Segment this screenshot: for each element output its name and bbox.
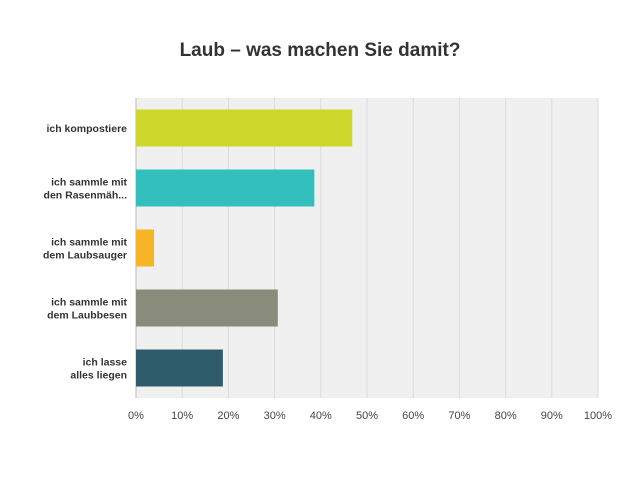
category-label: ich sammle mit [51, 177, 127, 189]
x-tick-label: 90% [541, 410, 563, 422]
x-tick-label: 40% [310, 410, 332, 422]
category-label: ich lasse [83, 357, 128, 369]
x-tick-label: 0% [128, 410, 144, 422]
bar [136, 169, 315, 207]
category-label: dem Laubsauger [43, 250, 127, 262]
category-label: den Rasenmäh... [44, 190, 128, 202]
bar [136, 229, 155, 267]
x-tick-label: 50% [356, 410, 378, 422]
category-label: ich kompostiere [46, 123, 127, 135]
category-label: dem Laubbesen [47, 310, 127, 322]
x-tick-label: 80% [495, 410, 517, 422]
category-label: ich sammle mit [51, 297, 127, 309]
x-tick-label: 10% [171, 410, 193, 422]
x-tick-label: 100% [584, 410, 612, 422]
bar [136, 349, 223, 387]
x-tick-label: 20% [217, 410, 239, 422]
category-label: alles liegen [70, 370, 127, 382]
category-label: ich sammle mit [51, 237, 127, 249]
chart-title: Laub – was machen Sie damit? [179, 40, 461, 61]
x-tick-label: 70% [448, 410, 470, 422]
bar [136, 109, 353, 147]
x-tick-label: 30% [264, 410, 286, 422]
bar [136, 289, 278, 327]
x-tick-label: 60% [402, 410, 424, 422]
